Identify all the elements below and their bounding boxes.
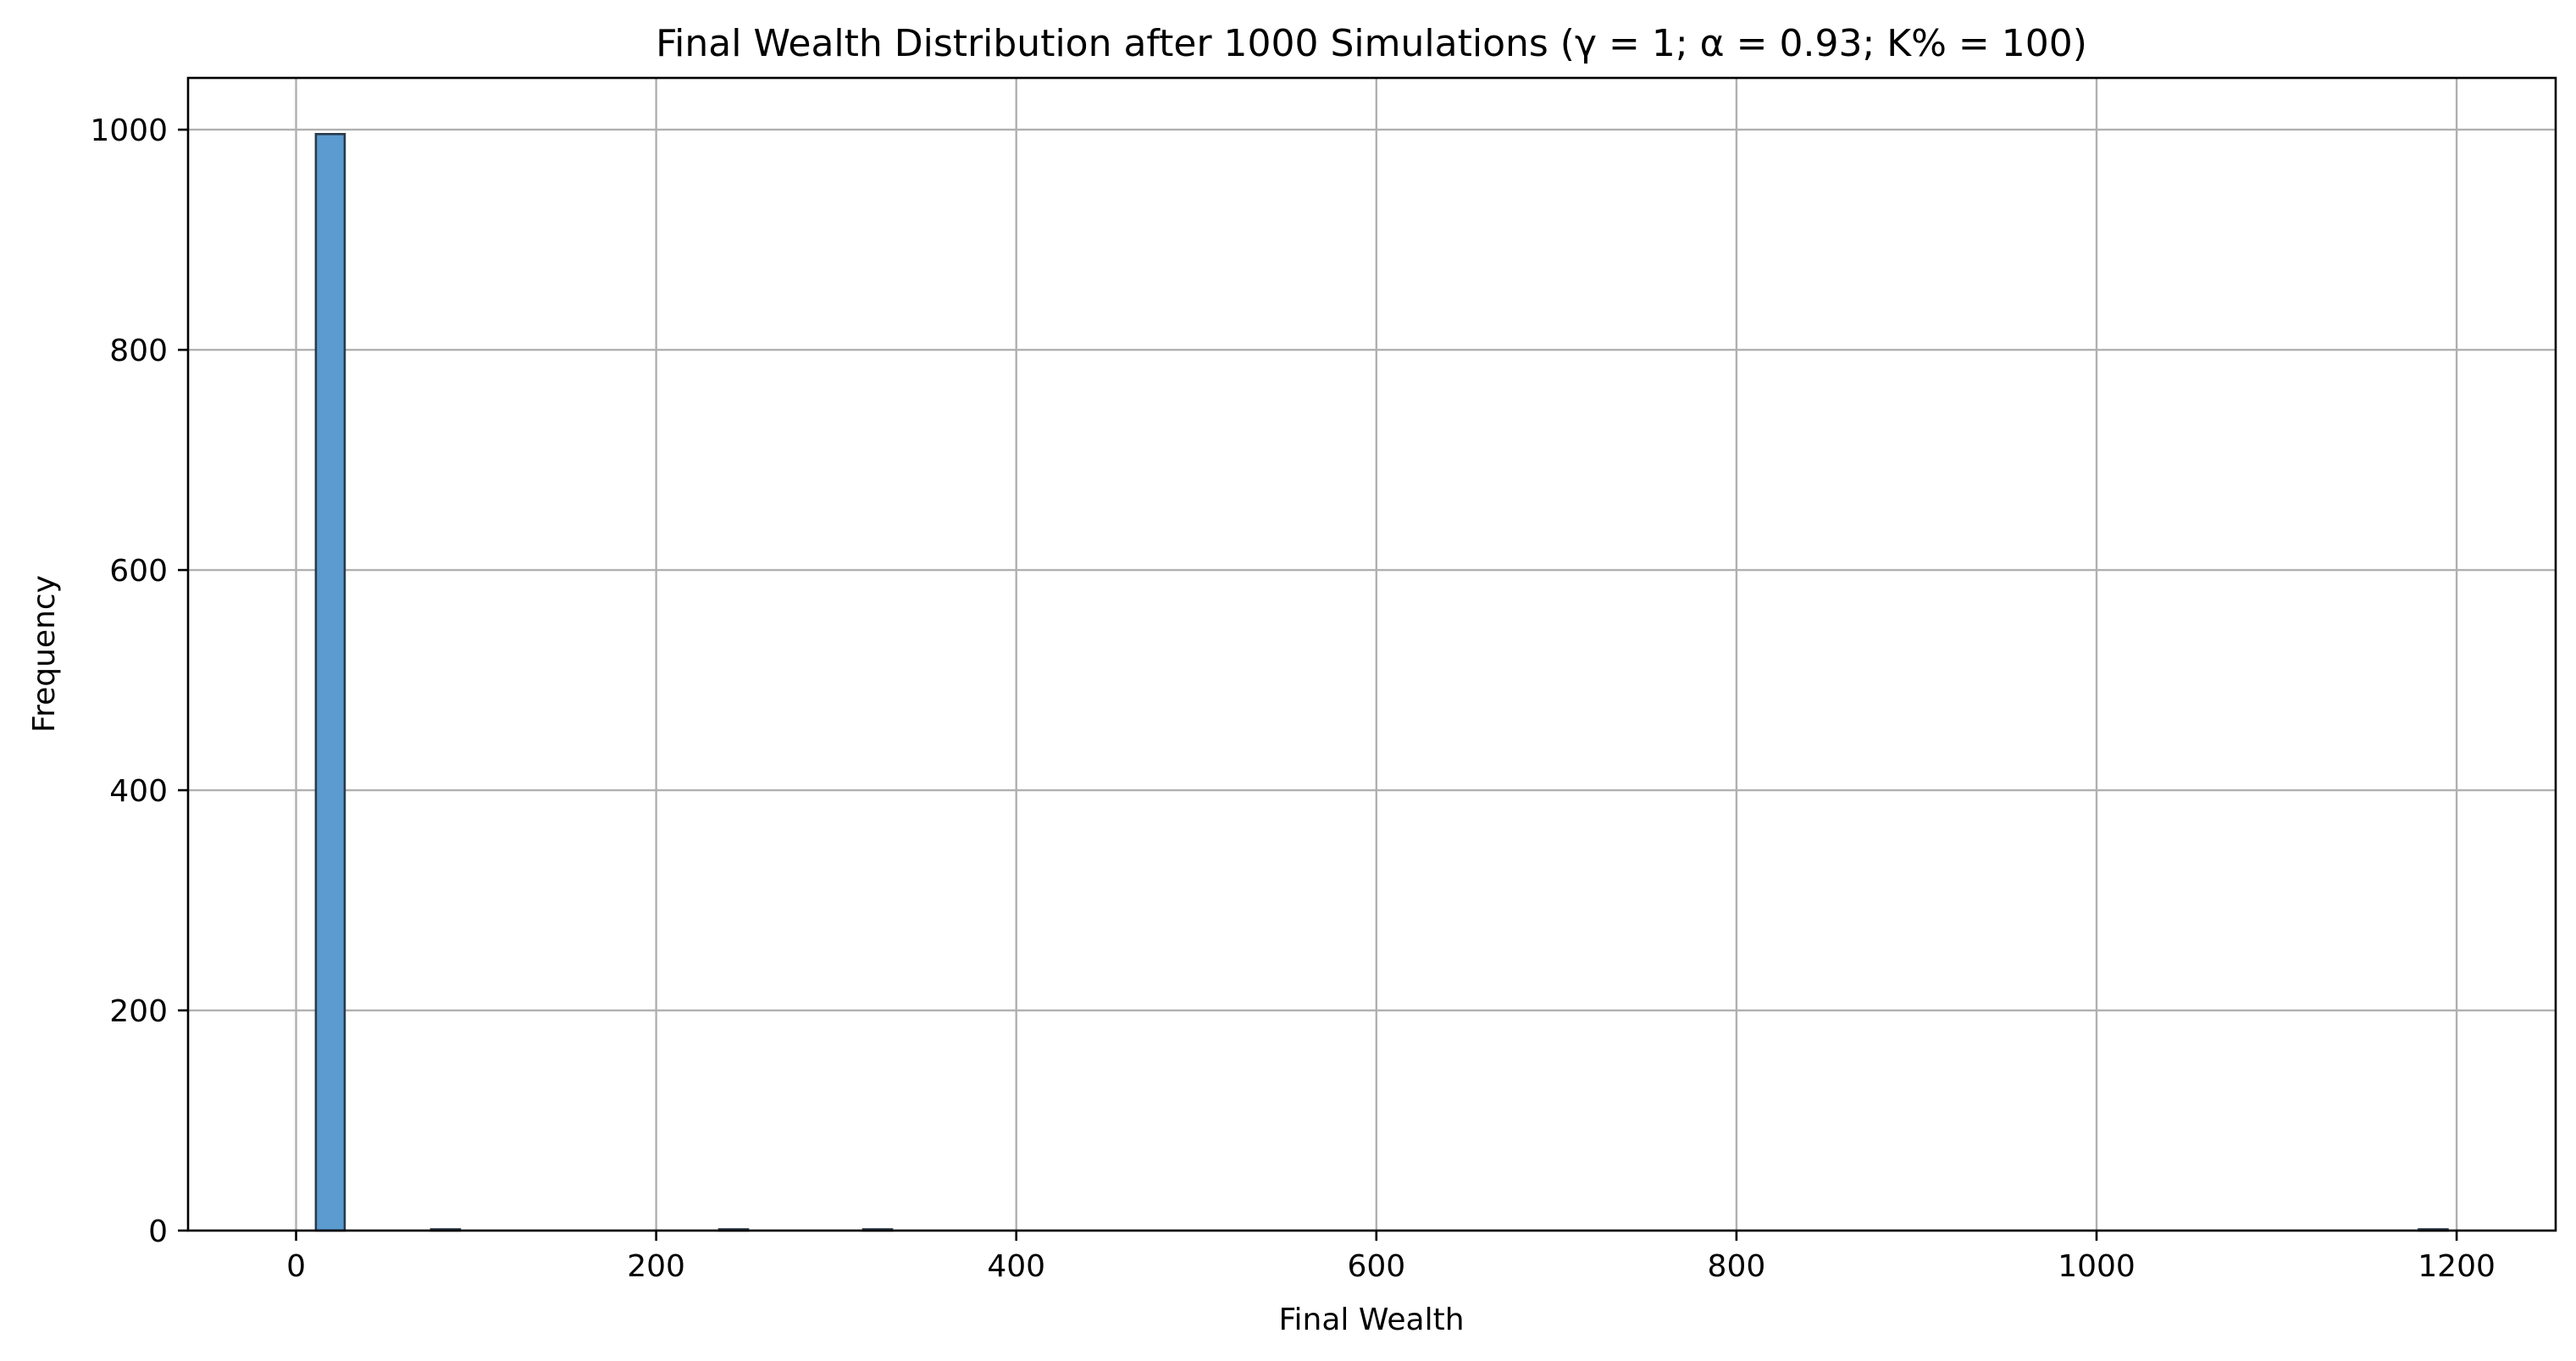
y-tick-label: 200 bbox=[109, 994, 168, 1029]
x-tick-label: 800 bbox=[1708, 1249, 1766, 1284]
x-tick-label: 1200 bbox=[2418, 1249, 2496, 1284]
histogram-bar bbox=[314, 132, 346, 1232]
grid-layer bbox=[188, 78, 2556, 1232]
x-tick-label: 0 bbox=[286, 1249, 306, 1284]
x-tick-label: 600 bbox=[1347, 1249, 1405, 1284]
y-axis-label: Frequency bbox=[27, 575, 62, 733]
y-tick-label: 600 bbox=[109, 554, 168, 589]
y-tick-label: 800 bbox=[109, 334, 168, 368]
y-tick-label: 0 bbox=[148, 1214, 168, 1249]
x-tick-label: 1000 bbox=[2058, 1249, 2136, 1284]
plot-frame bbox=[186, 76, 2557, 1232]
chart-title: Final Wealth Distribution after 1000 Sim… bbox=[656, 22, 2087, 65]
x-axis-label: Final Wealth bbox=[1278, 1303, 1464, 1337]
axes-layer bbox=[186, 76, 2557, 1232]
bar-layer bbox=[314, 132, 2449, 1232]
x-tick-label: 400 bbox=[987, 1249, 1045, 1284]
y-tick-label: 400 bbox=[109, 774, 168, 809]
x-tick-label: 200 bbox=[627, 1249, 685, 1284]
y-tick-label: 1000 bbox=[90, 113, 168, 148]
tick-layer: 0 200 400 600 800 1000 1200 0 200 400 600 800 1000 bbox=[90, 113, 2496, 1284]
